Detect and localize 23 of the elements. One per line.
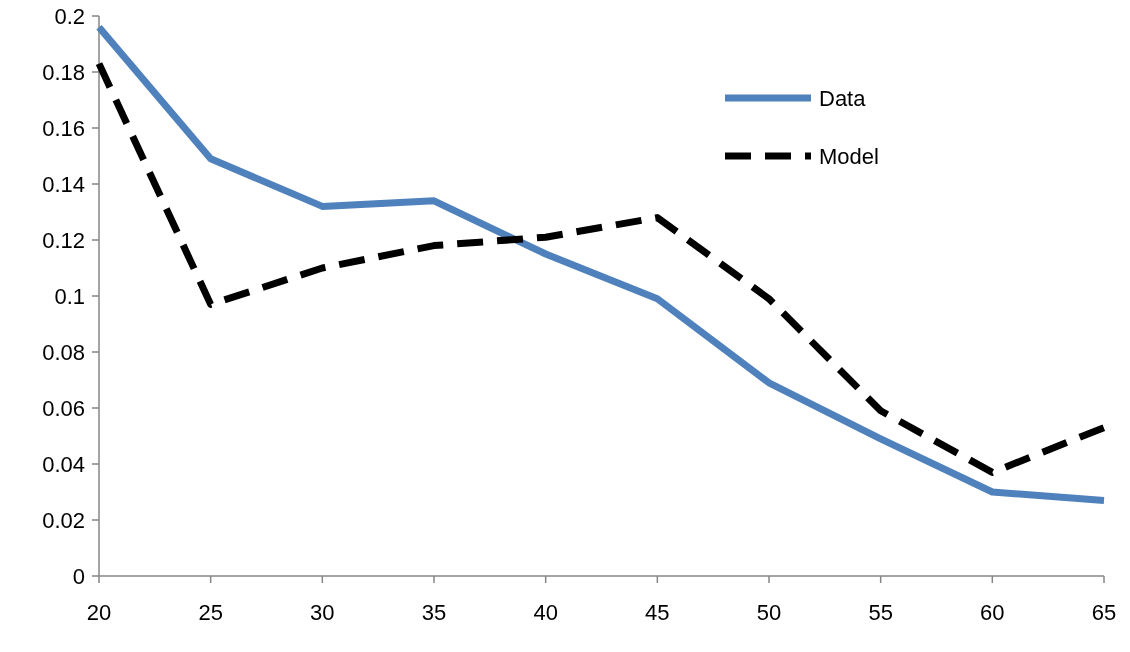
- y-tick-label: 0.2: [54, 3, 85, 29]
- y-tick-label: 0.14: [42, 171, 85, 197]
- y-tick-label: 0.16: [42, 115, 85, 141]
- x-tick-label: 20: [86, 600, 112, 625]
- x-tick-label: 40: [533, 600, 558, 625]
- x-tick-label: 55: [868, 600, 893, 625]
- x-tick-label: 45: [645, 600, 670, 625]
- x-tick-label: 65: [1091, 600, 1117, 625]
- y-tick-label: 0: [72, 563, 85, 589]
- y-tick-label: 0.1: [54, 283, 85, 309]
- y-tick-label: 0.12: [42, 227, 85, 253]
- x-tick-label: 30: [310, 600, 335, 625]
- y-tick-label: 0.06: [42, 395, 85, 421]
- legend-label: Model: [819, 143, 879, 169]
- x-tick-label: 35: [421, 600, 447, 625]
- legend-label: Data: [819, 85, 867, 111]
- y-tick-label: 0.02: [42, 507, 85, 533]
- y-tick-label: 0.18: [42, 59, 85, 85]
- x-tick-label: 50: [756, 600, 782, 625]
- y-tick-label: 0.08: [42, 339, 85, 365]
- x-tick-label: 60: [980, 600, 1005, 625]
- x-tick-label: 25: [198, 600, 223, 625]
- y-tick-label: 0.04: [42, 451, 85, 477]
